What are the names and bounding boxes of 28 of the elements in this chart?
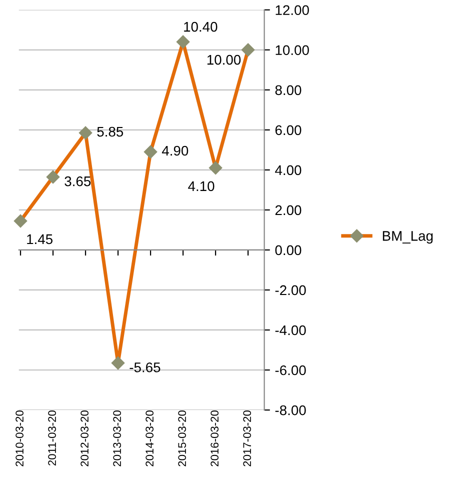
- y-tick-label: -4.00: [275, 325, 306, 336]
- data-label: 5.85: [97, 126, 124, 137]
- data-label: -5.65: [130, 362, 160, 372]
- data-label: 4.10: [188, 181, 214, 192]
- y-tick-label: 0.00: [275, 245, 302, 256]
- y-tick-label: -2.00: [275, 285, 306, 296]
- y-tick-label: 4.00: [275, 165, 302, 176]
- y-tick-label: 10.00: [276, 45, 309, 56]
- data-label: 10.40: [184, 22, 218, 32]
- data-label: 1.45: [27, 234, 53, 244]
- legend-label: BM_Lag: [382, 231, 433, 244]
- data-label: 4.90: [162, 146, 188, 156]
- data-label: 10.00: [207, 54, 241, 65]
- x-tick-label: 2014-03-20: [146, 410, 154, 466]
- x-tick-label: 2011-03-20: [48, 410, 56, 466]
- y-tick-label: 12.00: [276, 5, 309, 16]
- x-tick-label: 2013-03-20: [113, 410, 122, 466]
- y-tick-label: -8.00: [275, 405, 306, 416]
- x-tick-label: 2016-03-20: [210, 410, 219, 466]
- x-tick-label: 2012-03-20: [80, 410, 89, 466]
- data-label: 3.65: [64, 176, 91, 186]
- y-tick-label: 6.00: [275, 125, 302, 136]
- y-tick-label: 8.00: [275, 85, 302, 96]
- y-tick-label: -6.00: [275, 365, 306, 376]
- x-tick-label: 2010-03-20: [16, 410, 24, 466]
- y-tick-label: 2.00: [275, 205, 302, 216]
- x-tick-label: 2017-03-20: [243, 410, 252, 466]
- x-tick-label: 2015-03-20: [178, 410, 186, 466]
